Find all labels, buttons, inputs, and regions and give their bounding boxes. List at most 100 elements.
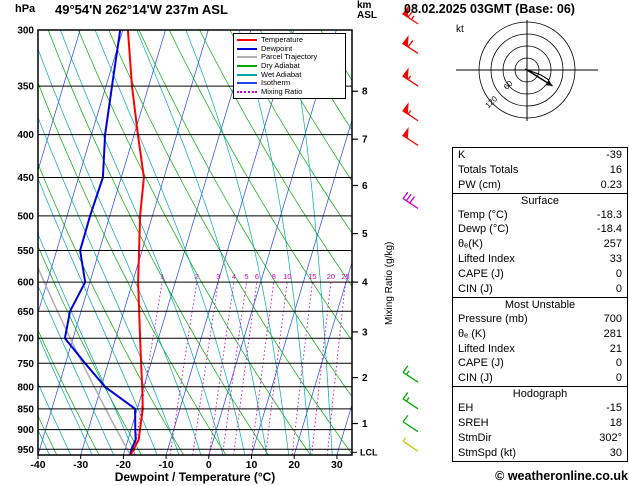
mixing-ratio-label: 5 — [244, 272, 248, 281]
legend-item: Dewpoint — [237, 43, 342, 54]
stats-label: Lifted Index — [458, 253, 515, 266]
stats-label: CAPE (J) — [458, 357, 504, 370]
pressure-tick-label: 800 — [17, 382, 34, 393]
pressure-tick-label: 650 — [17, 307, 34, 318]
wind-barb — [402, 414, 419, 433]
stats-row: Temp (°C) -18.3 — [453, 208, 627, 223]
pressure-tick-label: 700 — [17, 334, 34, 345]
stats-row: Pressure (mb) 700 — [453, 312, 627, 327]
temperature-axis-label: Dewpoint / Temperature (°C) — [114, 470, 276, 484]
km-tick-label: 2 — [362, 373, 368, 384]
pressure-tick-label: 750 — [17, 359, 34, 370]
stats-label: θₑ(K) — [458, 238, 483, 251]
wind-barb — [402, 67, 419, 87]
altitude-unit-km: km — [357, 0, 372, 11]
stats-value: 16 — [609, 163, 622, 176]
temperature-axis: -40 -30 -20 -10 0 10 20 30 — [30, 455, 343, 471]
stats-value: 0 — [615, 268, 622, 281]
pressure-axis-unit: hPa — [15, 3, 36, 15]
stats-value: -18.4 — [596, 223, 622, 236]
wind-barb — [402, 5, 419, 25]
legend-label: Dry Adiabat — [261, 61, 300, 71]
mixing-ratio-label: 10 — [283, 272, 291, 281]
wind-barb — [402, 126, 419, 146]
stats-value: 257 — [603, 238, 622, 251]
wind-barb — [402, 365, 419, 383]
temperature-tick-label: -40 — [30, 459, 45, 471]
stats-value: 302° — [599, 431, 622, 444]
mixing-ratio-label: 3 — [216, 272, 220, 281]
wind-barb — [402, 35, 419, 55]
stats-section-title: Most Unstable — [453, 296, 627, 312]
stats-row: CAPE (J) 0 — [453, 356, 627, 371]
stats-label: CAPE (J) — [458, 268, 504, 281]
stats-row: SREH 18 — [453, 416, 627, 431]
legend-swatch — [237, 56, 257, 59]
stats-row: CIN (J) 0 — [453, 282, 627, 297]
legend-label: Mixing Ratio — [261, 86, 303, 96]
legend-item: Temperature — [237, 36, 342, 45]
pressure-tick-label: 950 — [17, 445, 34, 456]
km-tick-label: 3 — [362, 327, 368, 338]
stats-label: EH — [458, 402, 474, 415]
legend: Temperature Dewpoint Parcel Trajectory Dry … — [233, 33, 346, 100]
legend-swatch — [237, 39, 257, 42]
km-tick-label: 7 — [362, 135, 368, 146]
legend-swatch — [237, 47, 257, 50]
wind-barb — [402, 392, 419, 410]
stats-label: StmDir — [458, 431, 492, 444]
stats-value: 0 — [615, 372, 622, 385]
pressure-tick-label: 900 — [17, 425, 34, 436]
stats-label: Dewp (°C) — [458, 223, 509, 236]
stats-label: Totals Totals — [458, 163, 519, 176]
stats-section-title: Surface — [453, 192, 627, 208]
stats-table: K -39 Totals Totals 16 PW (cm) 0.23 Surface Tem… — [452, 147, 628, 462]
legend-item: Mixing Ratio — [237, 86, 342, 97]
pressure-tick-label: 500 — [17, 211, 34, 222]
legend-label: Wet Adiabat — [261, 69, 302, 79]
legend-swatch — [237, 82, 257, 85]
stats-label: CIN (J) — [458, 283, 493, 296]
mixing-ratio-axis-label: Mixing Ratio (g/kg) — [384, 241, 395, 325]
wind-barb — [402, 191, 419, 210]
legend-label: Temperature — [261, 35, 304, 45]
copyright: © weatheronline.co.uk — [495, 469, 628, 483]
stats-value: 700 — [603, 312, 622, 325]
hodograph-unit-label: kt — [456, 24, 464, 35]
mixing-ratio-label: 25 — [341, 272, 349, 281]
mixing-ratio-label: 20 — [327, 272, 335, 281]
stats-row: EH -15 — [453, 401, 627, 416]
stats-row: Totals Totals 16 — [453, 163, 627, 178]
altitude-axis: 1 2 3 4 5 6 7 8 LCL — [352, 87, 378, 457]
stats-row: Lifted Index 21 — [453, 342, 627, 357]
stats-label: SREH — [458, 417, 489, 430]
lcl-label: LCL — [360, 447, 378, 457]
dewpoint-line — [63, 30, 137, 455]
mixing-ratio-labels: 1 2 3 4 5 6 8 10 15 20 25 — [160, 272, 350, 281]
legend-label: Dewpoint — [261, 43, 293, 53]
temperature-tick-label: -10 — [159, 459, 174, 471]
parcel-trajectory-line — [38, 265, 132, 455]
stats-row: K -39 — [453, 148, 627, 163]
legend-swatch — [237, 73, 257, 76]
stats-label: Pressure (mb) — [458, 312, 528, 325]
stats-section-title: Hodograph — [453, 386, 627, 401]
legend-item: Wet Adiabat — [237, 70, 342, 79]
legend-label: Isotherm — [261, 78, 291, 88]
temperature-tick-label: 0 — [206, 459, 212, 471]
stats-row: θₑ(K) 257 — [453, 237, 627, 252]
stats-label: K — [458, 149, 466, 161]
stats-row: PW (cm) 0.23 — [453, 178, 627, 193]
stats-value: 21 — [609, 342, 622, 355]
plot-border — [37, 29, 353, 456]
mixing-ratio-label: 1 — [160, 272, 164, 281]
stats-row: θₑ (K) 281 — [453, 327, 627, 342]
stats-label: Temp (°C) — [458, 208, 508, 221]
stats-row: Lifted Index 33 — [453, 252, 627, 267]
wind-barb — [402, 437, 419, 452]
pressure-tick-label: 550 — [17, 246, 34, 257]
wind-barb — [402, 102, 419, 122]
pressure-tick-label: 400 — [17, 130, 34, 141]
km-tick-label: 5 — [362, 229, 368, 240]
